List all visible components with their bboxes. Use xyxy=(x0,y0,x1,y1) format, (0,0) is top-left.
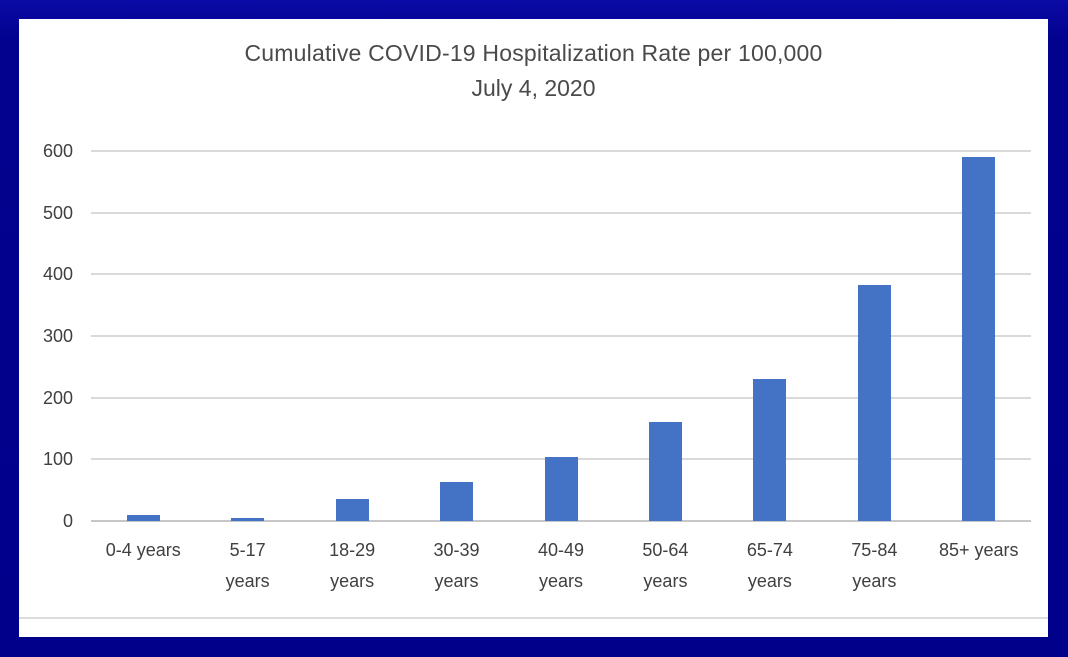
x-axis-category-label: 75-84 years xyxy=(851,540,898,591)
x-axis-category-label: 50-64 years xyxy=(642,540,689,591)
chart-card: Cumulative COVID-19 Hospitalization Rate… xyxy=(19,19,1048,637)
chart-subtitle: July 4, 2020 xyxy=(471,75,596,101)
gridline-y-300 xyxy=(91,335,1031,337)
y-axis-tick-label-200: 200 xyxy=(42,387,73,408)
x-axis-category-label: 65-74 years xyxy=(746,540,793,591)
gridline-y-0 xyxy=(91,520,1031,522)
x-axis-category-label: 5-17 years xyxy=(225,540,270,591)
x-axis-category-label: 40-49 years xyxy=(537,540,585,591)
x-axis-category-label: 18-29 years xyxy=(329,540,376,591)
y-axis-tick-label-300: 300 xyxy=(42,326,73,346)
bar-85+-years xyxy=(962,157,996,521)
x-axis-category-label: 0-4 years xyxy=(105,540,181,560)
bar-75-84-years xyxy=(857,284,891,521)
bar-50-64-years xyxy=(648,422,682,521)
y-axis-tick-label-500: 500 xyxy=(42,202,73,223)
chart-title-block: Cumulative COVID-19 Hospitalization Rate… xyxy=(19,37,1048,106)
y-axis-tick-label-600: 600 xyxy=(42,141,73,161)
plot-area: 0 100 200 300 400 500 600 xyxy=(43,142,1031,530)
bar-40-49-years xyxy=(544,456,578,521)
bar-5-17-years xyxy=(231,517,265,521)
y-axis-tick-label-400: 400 xyxy=(42,264,73,285)
bar-18-29-years xyxy=(335,498,369,521)
x-axis-category-label: 85+ years xyxy=(938,540,1019,560)
x-axis-labels: 0-4 years 5-17 years 18-29 years 30-39 year… xyxy=(91,535,1031,615)
chart-title: Cumulative COVID-19 Hospitalization Rate… xyxy=(244,40,823,66)
bar-65-74-years xyxy=(753,379,787,521)
y-axis-tick-label-100: 100 xyxy=(42,449,73,470)
bar-0-4-years xyxy=(126,514,160,521)
bar-30-39-years xyxy=(440,481,474,521)
gridline-y-600 xyxy=(91,150,1031,152)
x-axis-category-label: 30-39 years xyxy=(433,540,480,591)
gridline-y-400 xyxy=(91,273,1031,276)
gridline-y-500 xyxy=(91,211,1031,214)
gridline-y-200 xyxy=(91,396,1031,399)
y-axis-tick-label-0: 0 xyxy=(62,511,73,531)
chart-frame-bottom-border xyxy=(19,617,1048,619)
